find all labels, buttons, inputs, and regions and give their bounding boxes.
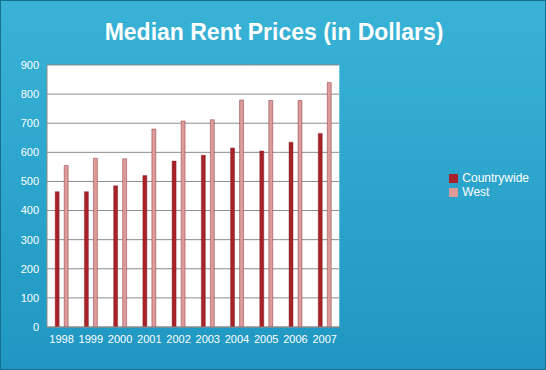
svg-text:100: 100: [21, 292, 39, 304]
html-text:Countrywide: Countrywide: [462, 171, 529, 185]
svg-text:600: 600: [21, 146, 39, 158]
svg-text:2001: 2001: [137, 333, 161, 345]
svg-text:2005: 2005: [254, 333, 278, 345]
svg-text:1999: 1999: [79, 333, 103, 345]
svg-text:300: 300: [21, 234, 39, 246]
svg-text:500: 500: [21, 175, 39, 187]
svg-text:1998: 1998: [49, 333, 73, 345]
svg-text:2002: 2002: [166, 333, 190, 345]
html-text:Median Rent Prices (in Dollars: Median Rent Prices (in Dollars): [104, 19, 444, 45]
svg-text:2000: 2000: [108, 333, 132, 345]
svg-text:900: 900: [21, 59, 39, 71]
svg-text:2007: 2007: [312, 333, 336, 345]
svg-text:700: 700: [21, 117, 39, 129]
svg-text:2004: 2004: [225, 333, 249, 345]
svg-text:2003: 2003: [196, 333, 220, 345]
svg-text:0: 0: [33, 321, 39, 333]
svg-text:800: 800: [21, 88, 39, 100]
html-text:West: West: [462, 185, 490, 199]
svg-text:200: 200: [21, 263, 39, 275]
svg-text:400: 400: [21, 204, 39, 216]
svg-text:2006: 2006: [283, 333, 307, 345]
